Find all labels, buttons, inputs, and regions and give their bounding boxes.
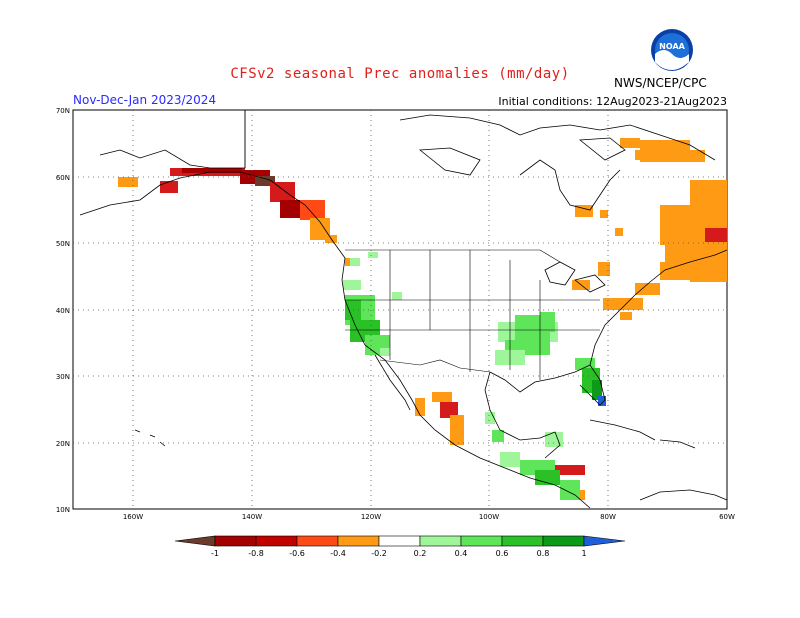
lat-label-60n: 60N — [56, 174, 70, 182]
initial-conditions-label: Initial conditions: 12Aug2023-21Aug2023 — [498, 95, 727, 108]
legend-label-minus1: -1 — [211, 549, 219, 558]
legend-label-minus0-4: -0.4 — [330, 549, 346, 558]
coastlines — [79, 110, 728, 509]
lon-label-60w: 60W — [719, 513, 735, 521]
legend-label-minus0-6: -0.6 — [289, 549, 305, 558]
chart-title: CFSv2 seasonal Prec anomalies (mm/day) — [230, 66, 570, 82]
lon-label-160w: 160W — [123, 513, 143, 521]
lon-label-80w: 80W — [600, 513, 616, 521]
lat-label-70n: 70N — [56, 107, 70, 115]
lon-label-100w: 100W — [479, 513, 499, 521]
lat-label-10n: 10N — [56, 506, 70, 514]
agency-label: NWS/NCEP/CPC — [614, 76, 707, 90]
legend-swatch-minus0-4 — [337, 535, 380, 547]
political-borders — [244, 110, 600, 380]
legend-label-1: 1 — [581, 549, 586, 558]
season-label: Nov-Dec-Jan 2023/2024 — [73, 93, 217, 107]
lon-label-140w: 140W — [242, 513, 262, 521]
legend-swatch-minus1 — [214, 535, 257, 547]
legend-label-minus0-2: -0.2 — [371, 549, 387, 558]
legend-swatch-lt-minus1 — [174, 535, 216, 547]
legend-label-0-2: 0.2 — [414, 549, 427, 558]
legend-swatch-neutral — [378, 535, 421, 547]
longitude-labels: 160W 140W 120W 100W 80W 60W — [123, 513, 735, 521]
noaa-logo-text: NOAA — [659, 42, 685, 51]
legend-label-minus0-8: -0.8 — [248, 549, 264, 558]
legend-label-0-4: 0.4 — [455, 549, 468, 558]
legend-swatch-minus0-8 — [255, 535, 298, 547]
dry-anomaly-patches — [118, 138, 727, 500]
legend-swatch-0-2 — [419, 535, 462, 547]
legend-swatch-0-6 — [501, 535, 544, 547]
graticule — [73, 110, 727, 509]
lon-label-120w: 120W — [361, 513, 381, 521]
legend-label-0-8: 0.8 — [537, 549, 550, 558]
latitude-labels: 70N 60N 50N 40N 30N 20N 10N — [56, 107, 70, 514]
legend-swatch-gt-1 — [583, 535, 626, 547]
legend-swatch-0-8 — [542, 535, 585, 547]
lat-label-30n: 30N — [56, 373, 70, 381]
legend-label-0-6: 0.6 — [496, 549, 509, 558]
legend-swatch-minus0-6 — [296, 535, 339, 547]
lat-label-50n: 50N — [56, 240, 70, 248]
legend-swatch-0-4 — [460, 535, 503, 547]
lat-label-40n: 40N — [56, 307, 70, 315]
lat-label-20n: 20N — [56, 440, 70, 448]
noaa-logo: NOAA — [651, 29, 693, 71]
